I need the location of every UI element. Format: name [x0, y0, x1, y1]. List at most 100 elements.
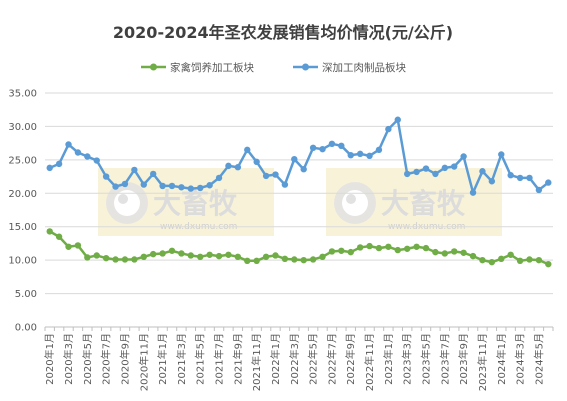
data-point[interactable]: [535, 256, 543, 264]
data-point[interactable]: [394, 246, 401, 254]
data-point[interactable]: [262, 253, 270, 260]
data-point[interactable]: [131, 256, 138, 263]
data-point[interactable]: [469, 252, 477, 260]
data-point[interactable]: [422, 165, 430, 172]
data-point[interactable]: [366, 242, 373, 250]
data-point[interactable]: [488, 178, 496, 185]
data-point[interactable]: [432, 170, 439, 178]
data-point[interactable]: [281, 255, 289, 263]
data-point[interactable]: [65, 243, 72, 250]
data-point[interactable]: [394, 116, 401, 123]
data-point[interactable]: [178, 184, 185, 191]
data-point[interactable]: [187, 252, 195, 259]
data-point[interactable]: [535, 186, 543, 194]
data-point[interactable]: [112, 256, 119, 263]
data-point[interactable]: [131, 166, 138, 174]
data-point[interactable]: [55, 233, 63, 240]
legend-item-poultry[interactable]: 家禽饲养加工板块: [141, 61, 254, 74]
data-point[interactable]: [460, 249, 467, 256]
data-point[interactable]: [319, 253, 326, 260]
data-point[interactable]: [281, 181, 289, 188]
data-point[interactable]: [526, 174, 533, 182]
data-point[interactable]: [159, 182, 166, 190]
data-point[interactable]: [84, 254, 91, 261]
data-point[interactable]: [215, 174, 223, 182]
data-point[interactable]: [140, 181, 147, 188]
data-point[interactable]: [291, 155, 298, 163]
data-point[interactable]: [102, 173, 110, 180]
data-point[interactable]: [112, 183, 119, 190]
data-point[interactable]: [168, 182, 176, 190]
data-point[interactable]: [206, 251, 213, 258]
data-point[interactable]: [121, 180, 129, 188]
data-point[interactable]: [507, 172, 514, 179]
data-point[interactable]: [300, 256, 307, 264]
data-point[interactable]: [215, 252, 223, 260]
data-point[interactable]: [102, 254, 110, 262]
data-point[interactable]: [545, 179, 552, 186]
data-point[interactable]: [46, 228, 53, 235]
data-point[interactable]: [291, 256, 298, 263]
data-point[interactable]: [516, 257, 524, 265]
data-point[interactable]: [479, 168, 486, 175]
data-point[interactable]: [347, 248, 354, 256]
data-point[interactable]: [328, 248, 336, 255]
data-point[interactable]: [498, 255, 505, 263]
data-point[interactable]: [309, 144, 317, 152]
data-point[interactable]: [516, 174, 524, 182]
data-point[interactable]: [272, 171, 279, 178]
data-point[interactable]: [432, 248, 439, 256]
data-point[interactable]: [234, 164, 242, 171]
data-point[interactable]: [338, 142, 345, 150]
data-point[interactable]: [149, 170, 157, 178]
data-point[interactable]: [545, 260, 552, 268]
data-point[interactable]: [253, 158, 260, 166]
data-point[interactable]: [74, 242, 82, 249]
data-point[interactable]: [488, 258, 496, 266]
data-point[interactable]: [385, 243, 392, 250]
data-point[interactable]: [441, 250, 449, 257]
data-point[interactable]: [403, 245, 411, 252]
data-point[interactable]: [234, 253, 242, 260]
data-point[interactable]: [469, 189, 477, 196]
data-point[interactable]: [253, 257, 260, 265]
data-point[interactable]: [93, 252, 100, 259]
data-point[interactable]: [422, 244, 430, 252]
data-point[interactable]: [403, 170, 411, 178]
data-point[interactable]: [498, 151, 505, 158]
data-point[interactable]: [140, 253, 147, 260]
data-point[interactable]: [319, 145, 326, 153]
data-point[interactable]: [385, 125, 392, 133]
data-point[interactable]: [197, 184, 204, 192]
data-point[interactable]: [225, 251, 232, 258]
data-point[interactable]: [225, 162, 232, 170]
data-point[interactable]: [479, 256, 486, 264]
legend-item-processed-meat[interactable]: 深加工肉制品板块: [293, 61, 406, 74]
data-point[interactable]: [168, 247, 176, 254]
data-point[interactable]: [272, 252, 279, 259]
data-point[interactable]: [356, 244, 364, 251]
data-point[interactable]: [366, 152, 373, 160]
data-point[interactable]: [375, 146, 383, 154]
data-point[interactable]: [328, 140, 336, 148]
data-point[interactable]: [375, 244, 383, 252]
data-point[interactable]: [84, 153, 91, 160]
data-point[interactable]: [55, 160, 63, 168]
data-point[interactable]: [526, 256, 533, 263]
data-point[interactable]: [309, 256, 317, 263]
data-point[interactable]: [460, 153, 467, 160]
data-point[interactable]: [178, 250, 185, 257]
data-point[interactable]: [338, 247, 345, 254]
data-point[interactable]: [159, 250, 166, 257]
data-point[interactable]: [451, 248, 458, 255]
data-point[interactable]: [507, 251, 514, 258]
data-point[interactable]: [413, 168, 420, 176]
data-point[interactable]: [46, 164, 53, 172]
data-point[interactable]: [262, 172, 270, 180]
data-point[interactable]: [197, 253, 204, 260]
data-point[interactable]: [187, 185, 195, 192]
data-point[interactable]: [121, 256, 129, 263]
data-point[interactable]: [451, 163, 458, 170]
data-point[interactable]: [206, 182, 213, 189]
data-point[interactable]: [413, 243, 420, 250]
